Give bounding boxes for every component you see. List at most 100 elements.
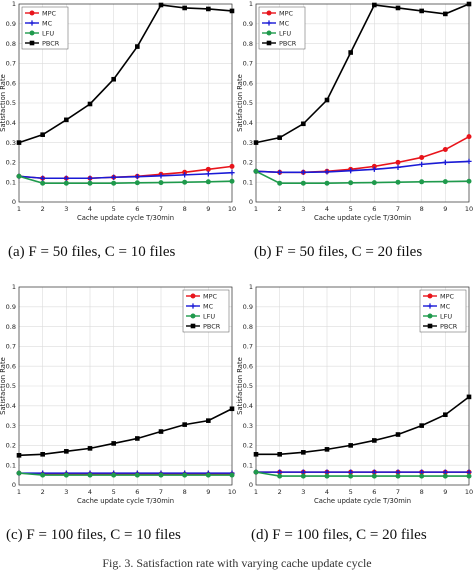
data-point-pbcr: [443, 412, 448, 418]
x-tick-label: 8: [420, 488, 424, 496]
data-point-lfu: [229, 472, 235, 478]
x-tick-label: 6: [372, 488, 376, 496]
legend-item-lfu: LFU: [423, 312, 452, 320]
legend-label: MC: [440, 302, 451, 310]
legend-label: PBCR: [279, 39, 297, 47]
data-point-lfu: [182, 472, 188, 478]
figure-caption: Fig. 3. Satisfaction rate with varying c…: [102, 556, 372, 570]
x-tick-label: 4: [325, 205, 329, 213]
series-lfu: [16, 173, 235, 186]
x-tick-label: 2: [278, 205, 282, 213]
legend-marker: [266, 10, 272, 16]
data-point-pbcr: [419, 423, 424, 428]
data-point-lfu: [371, 473, 377, 479]
y-axis-label: Satisfaction Rate: [0, 74, 7, 132]
legend-item-mpc: MPC: [262, 9, 294, 17]
legend-marker: [427, 313, 433, 319]
data-point-pbcr: [111, 441, 116, 446]
data-point-pbcr: [182, 422, 187, 427]
legend-marker: [29, 40, 35, 46]
data-point-mc: [182, 172, 188, 178]
legend-label: PBCR: [42, 39, 60, 47]
series-line-lfu: [18, 175, 233, 184]
data-point-lfu: [16, 470, 22, 476]
data-point-lfu: [442, 473, 448, 479]
series-line-lfu: [18, 472, 232, 476]
x-tick-label: 9: [443, 205, 447, 213]
y-tick-label: 0.2: [6, 159, 16, 167]
data-point-pbcr: [111, 76, 116, 82]
data-point-lfu: [419, 473, 425, 479]
data-point-lfu: [395, 473, 401, 479]
legend-marker: [190, 303, 196, 309]
data-point-lfu: [300, 180, 306, 186]
data-point-mc: [134, 174, 140, 180]
y-axis-label: Satisfaction Rate: [0, 357, 7, 415]
x-axis-label: Cache update cycle T/30min: [77, 214, 174, 222]
legend-item-mc: MC: [186, 302, 214, 310]
legend-marker: [190, 293, 196, 299]
data-point-pbcr: [301, 121, 306, 127]
caption-b: (b) F = 50 files, C = 20 files: [254, 244, 423, 260]
legend-item-mc: MC: [25, 19, 53, 27]
legend: MPC MC LFU PBCR: [21, 6, 69, 50]
x-tick-label: 6: [135, 205, 139, 213]
data-point-mc: [111, 174, 117, 180]
data-point-lfu: [466, 178, 472, 184]
series-line-mc: [255, 160, 470, 174]
data-point-lfu: [134, 472, 140, 478]
legend-marker: [190, 313, 196, 319]
data-point-mpc: [371, 163, 377, 169]
x-tick-label: 8: [183, 488, 187, 496]
data-point-pbcr: [301, 450, 306, 455]
y-tick-label: 0.9: [6, 303, 16, 311]
data-point-pbcr: [229, 406, 235, 412]
x-tick-label: 4: [88, 205, 92, 213]
y-tick-label: 0.1: [6, 178, 16, 186]
legend-box: [419, 289, 467, 333]
data-point-pbcr: [87, 446, 93, 451]
data-point-pbcr: [253, 140, 259, 145]
y-tick-label: 0.6: [243, 79, 253, 87]
series-pbcr: [253, 1, 472, 145]
data-point-lfu: [111, 472, 117, 478]
data-point-lfu: [87, 180, 93, 186]
legend-marker: [29, 10, 35, 16]
series-pbcr: [16, 2, 235, 145]
legend: MPC MC LFU PBCR: [182, 289, 230, 333]
data-point-pbcr: [64, 449, 69, 454]
x-tick-label: 7: [159, 205, 163, 213]
series-line-mc: [18, 171, 233, 180]
data-point-mpc: [229, 163, 235, 169]
data-point-lfu: [158, 472, 164, 478]
x-tick-label: 2: [278, 488, 282, 496]
legend-item-lfu: LFU: [25, 29, 54, 37]
data-point-mc: [466, 158, 472, 165]
data-point-lfu: [253, 469, 259, 475]
x-tick-label: 10: [465, 205, 473, 213]
legend-label: MPC: [203, 292, 218, 300]
legend-item-pbcr: PBCR: [25, 39, 60, 47]
chart-panel-d: 0 0.1 0.2 0.3 0.4 0.5 0.6 0.7 0.8 0.9 1 1 2 3 4 5 6 7 8 9 10…: [236, 283, 474, 555]
y-tick-label: 0.2: [243, 159, 253, 167]
y-tick-label: 0.9: [243, 303, 253, 311]
legend-label: LFU: [42, 29, 54, 37]
legend-label: MC: [203, 302, 214, 310]
data-point-pbcr: [277, 452, 282, 457]
x-tick-label: 7: [396, 488, 400, 496]
data-point-lfu: [324, 473, 330, 479]
x-tick-label: 1: [254, 205, 258, 213]
legend-label: PBCR: [203, 322, 221, 330]
legend-marker: [266, 40, 272, 46]
legend-marker: [266, 30, 272, 36]
legend: MPC MC LFU PBCR: [419, 289, 467, 333]
y-tick-label: 0.6: [6, 362, 16, 370]
data-point-pbcr: [206, 418, 211, 423]
data-point-mc: [40, 175, 46, 181]
data-point-pbcr: [277, 135, 282, 140]
y-tick-label: 0.2: [6, 442, 16, 450]
series-lfu: [16, 470, 235, 478]
y-tick-label: 0: [12, 481, 16, 489]
y-tick-label: 0: [249, 198, 253, 206]
data-point-pbcr: [40, 132, 45, 137]
